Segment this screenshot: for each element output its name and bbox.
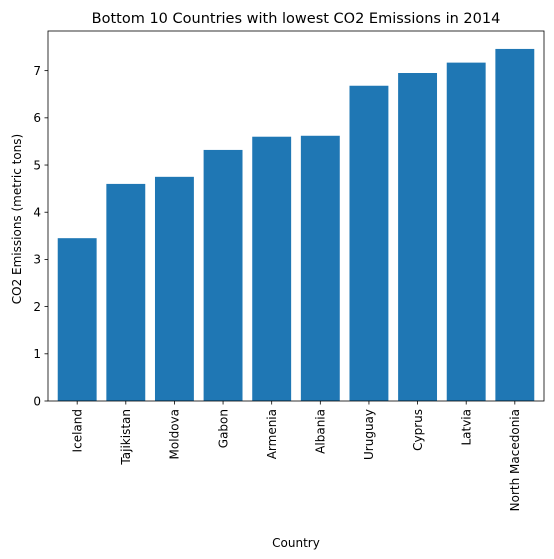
y-axis-label: CO2 Emissions (metric tons) — [10, 134, 24, 304]
x-tick-label: Tajikistan — [119, 409, 133, 466]
bar-albania — [300, 135, 340, 402]
bar-gabon — [203, 149, 243, 401]
y-tick-label: 0 — [33, 394, 41, 408]
y-tick-label: 2 — [33, 300, 41, 314]
bar-latvia — [446, 62, 486, 401]
y-tick-label: 7 — [33, 64, 41, 78]
bar-tajikistan — [106, 183, 146, 401]
bar-north-macedonia — [495, 48, 535, 401]
bar-uruguay — [349, 85, 389, 401]
x-tick-label: Gabon — [216, 409, 230, 448]
chart-title: Bottom 10 Countries with lowest CO2 Emis… — [92, 11, 501, 27]
x-tick-label: Armenia — [265, 409, 279, 459]
bar-iceland — [57, 238, 97, 401]
plot-area: 0 1 2 3 4 5 6 7 Iceland Tajikistan Moldova Gabon Arm… — [33, 30, 545, 511]
x-axis-label: Country — [272, 536, 320, 550]
y-tick-label: 6 — [33, 111, 41, 125]
bar-cyprus — [398, 73, 438, 401]
y-tick-label: 5 — [33, 158, 41, 172]
x-tick-label: Latvia — [459, 409, 473, 446]
x-tick-label: North Macedonia — [508, 409, 522, 511]
x-tick-label: Moldova — [168, 409, 182, 459]
x-tick-label: Uruguay — [362, 409, 376, 460]
x-tick-label: Cyprus — [411, 409, 425, 451]
y-tick-label: 3 — [33, 253, 41, 267]
y-tick-label: 1 — [33, 347, 41, 361]
bar-moldova — [154, 176, 194, 401]
x-tick-label: Albania — [314, 409, 328, 454]
plot-frame — [47, 30, 545, 402]
y-tick-label: 4 — [33, 206, 41, 220]
x-tick-label: Iceland — [70, 409, 84, 452]
bar-armenia — [252, 136, 292, 401]
